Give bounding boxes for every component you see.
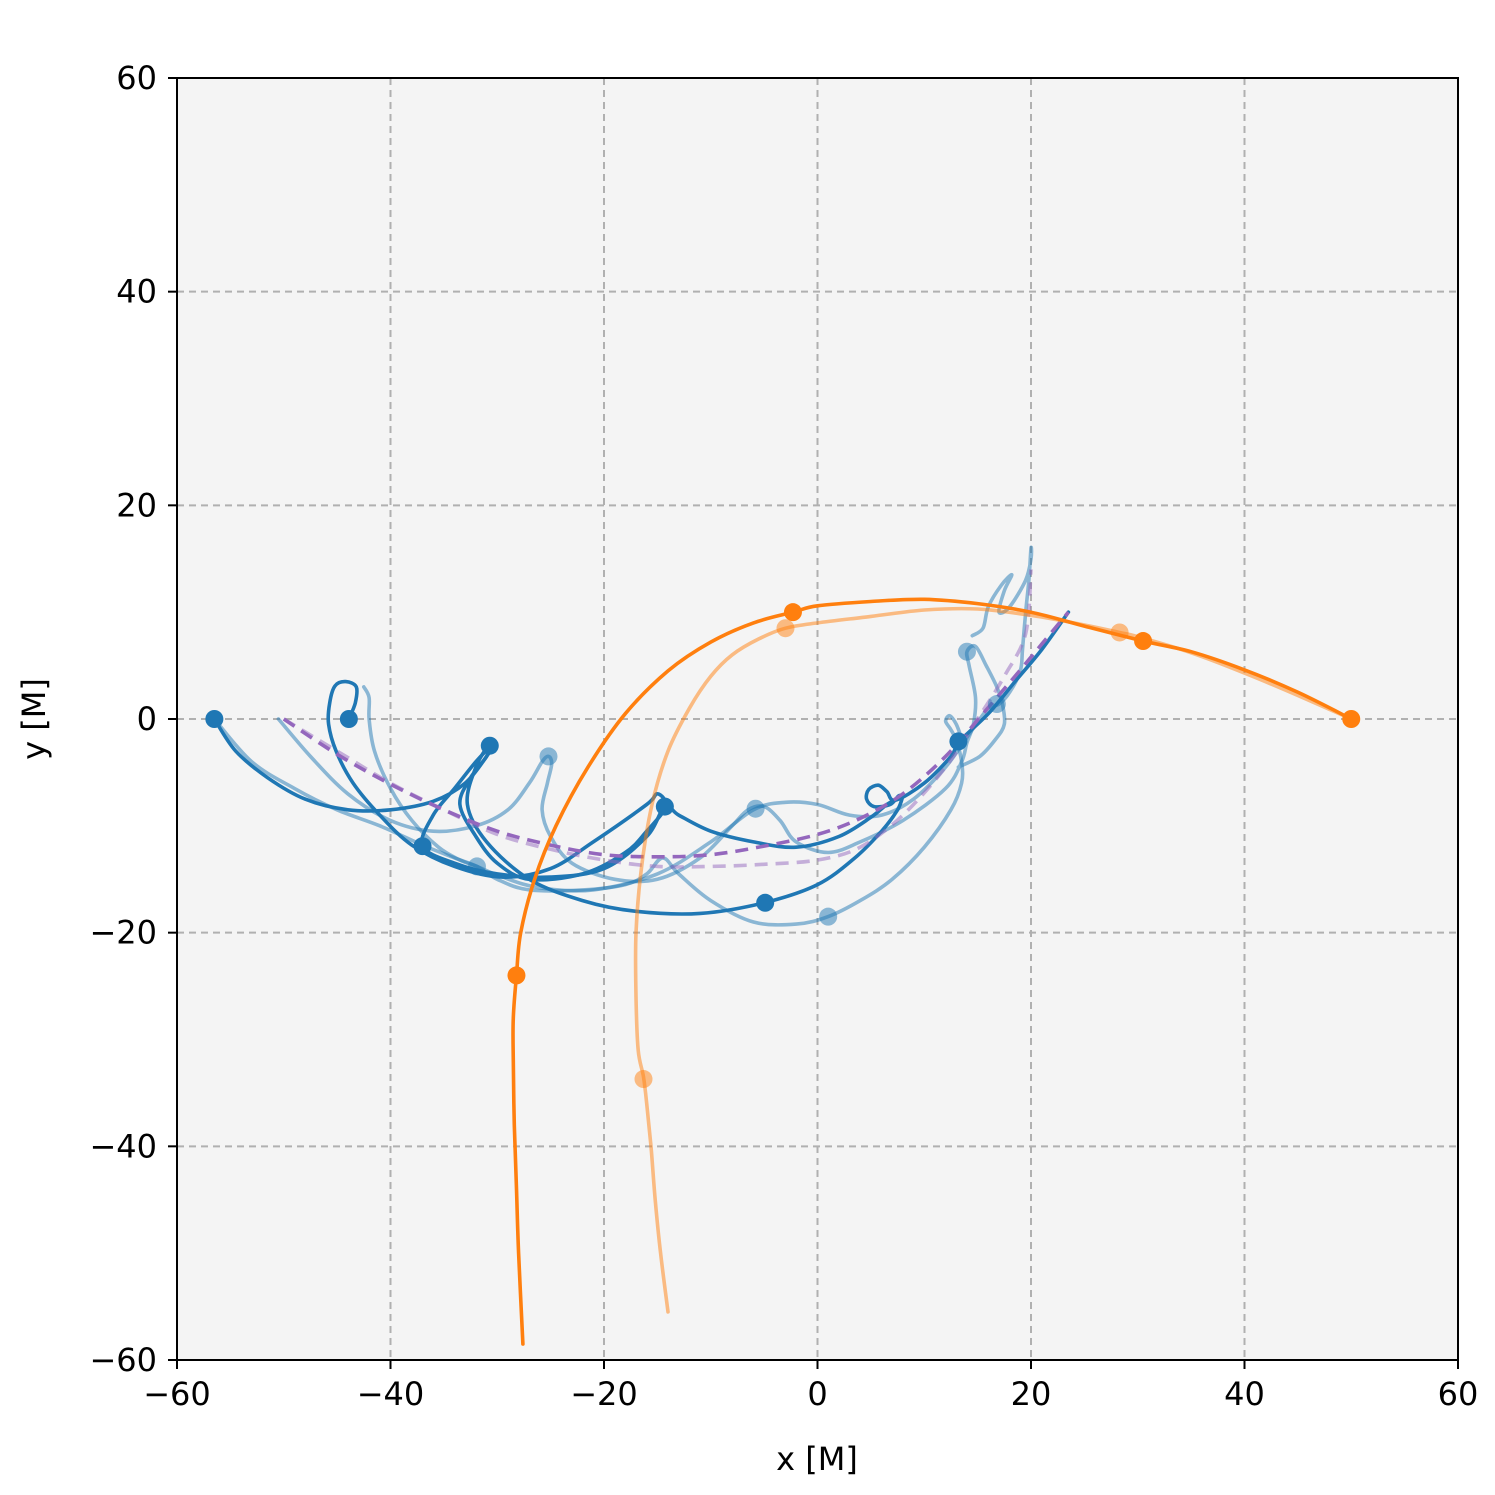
trajectory-point-marker: [957, 642, 976, 661]
x-tick-label: −60: [143, 1375, 211, 1413]
trajectory-point-marker: [539, 747, 558, 766]
trajectory-point-marker: [746, 799, 765, 818]
trajectory-point-marker: [467, 857, 486, 876]
grid-lines: [177, 78, 1458, 1360]
series-line-5: [282, 569, 1033, 869]
y-tick-label: −60: [89, 1341, 157, 1379]
x-tick-label: 0: [807, 1375, 827, 1413]
y-tick-label: 40: [116, 273, 157, 311]
trajectory-point-marker: [776, 619, 795, 638]
trajectory-point-marker: [783, 603, 802, 622]
series-line-4: [326, 679, 905, 916]
trajectory-point-marker: [949, 732, 968, 751]
trajectory-markers: [205, 603, 1361, 1089]
series-line-6: [282, 611, 1070, 859]
x-axis-label: x [M]: [776, 1440, 858, 1478]
trajectory-point-marker: [987, 695, 1006, 714]
x-axis-ticks: −60 −40 −20 0 20 40 60: [143, 1360, 1478, 1413]
trajectory-point-marker: [205, 710, 224, 728]
y-tick-label: 60: [116, 59, 157, 97]
y-tick-label: 0: [137, 700, 157, 738]
y-tick-label: −20: [89, 914, 157, 952]
trajectory-point-marker: [1342, 710, 1361, 728]
trajectory-point-marker: [634, 1070, 653, 1089]
y-axis-ticks: −60 −40 −20 0 20 40 60: [89, 59, 177, 1379]
trajectory-point-marker: [819, 907, 838, 926]
trajectory-point-marker: [339, 710, 358, 728]
y-tick-label: 20: [116, 486, 157, 524]
trajectory-point-marker: [1134, 632, 1153, 651]
y-axis-label: y [M]: [15, 678, 53, 760]
trajectory-point-marker: [507, 966, 526, 985]
trajectory-point-marker: [655, 797, 674, 816]
trajectory-point-marker: [756, 893, 775, 912]
x-tick-label: 20: [1011, 1375, 1052, 1413]
x-tick-label: 40: [1224, 1375, 1265, 1413]
trajectory-point-marker: [1110, 623, 1129, 642]
trajectory-point-marker: [480, 736, 499, 755]
y-tick-label: −40: [89, 1127, 157, 1165]
trajectory-point-marker: [413, 837, 432, 856]
x-tick-label: −40: [357, 1375, 425, 1413]
x-tick-label: 60: [1438, 1375, 1479, 1413]
x-tick-label: −20: [570, 1375, 638, 1413]
